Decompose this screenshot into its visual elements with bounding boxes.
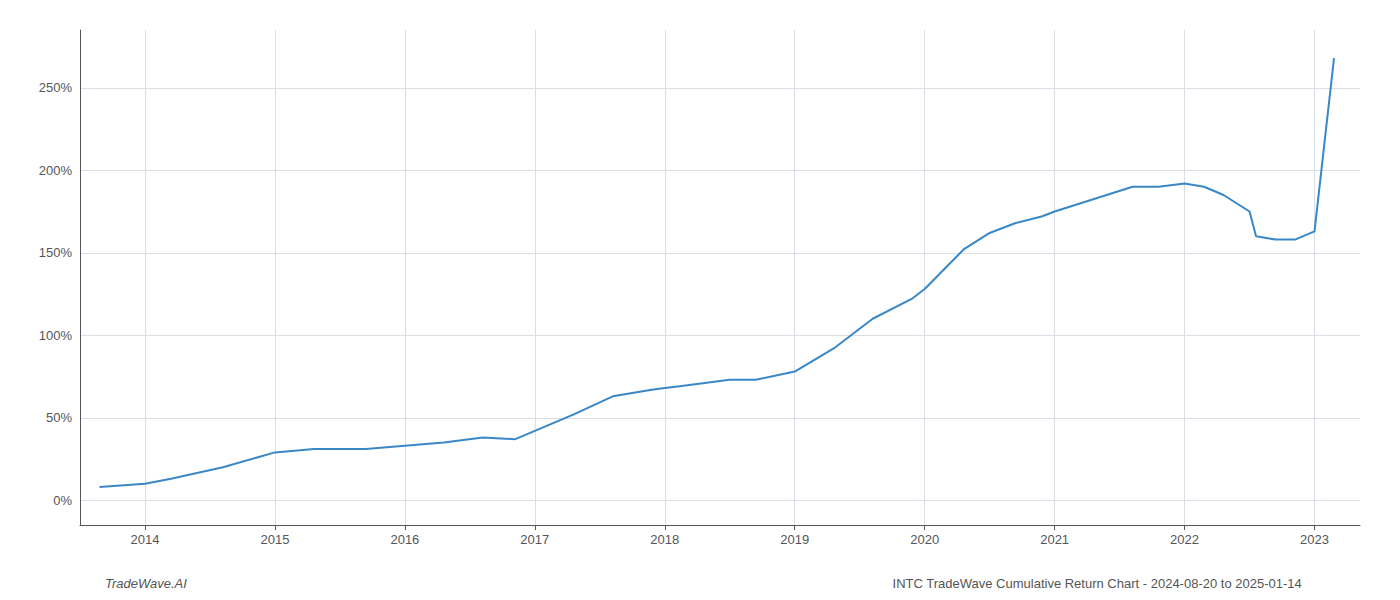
svg-text:2022: 2022	[1170, 532, 1199, 547]
svg-text:100%: 100%	[39, 328, 73, 343]
svg-text:50%: 50%	[46, 410, 72, 425]
svg-text:200%: 200%	[39, 163, 73, 178]
svg-text:2015: 2015	[260, 532, 289, 547]
svg-text:2017: 2017	[520, 532, 549, 547]
svg-text:250%: 250%	[39, 80, 73, 95]
svg-text:0%: 0%	[53, 493, 72, 508]
svg-text:2019: 2019	[780, 532, 809, 547]
svg-text:TradeWave.AI: TradeWave.AI	[105, 576, 187, 591]
svg-text:2021: 2021	[1040, 532, 1069, 547]
svg-text:INTC TradeWave Cumulative Retu: INTC TradeWave Cumulative Return Chart -…	[893, 576, 1302, 591]
svg-text:2023: 2023	[1300, 532, 1329, 547]
svg-text:150%: 150%	[39, 245, 73, 260]
svg-text:2014: 2014	[131, 532, 160, 547]
svg-text:2016: 2016	[390, 532, 419, 547]
svg-text:2018: 2018	[650, 532, 679, 547]
svg-text:2020: 2020	[910, 532, 939, 547]
